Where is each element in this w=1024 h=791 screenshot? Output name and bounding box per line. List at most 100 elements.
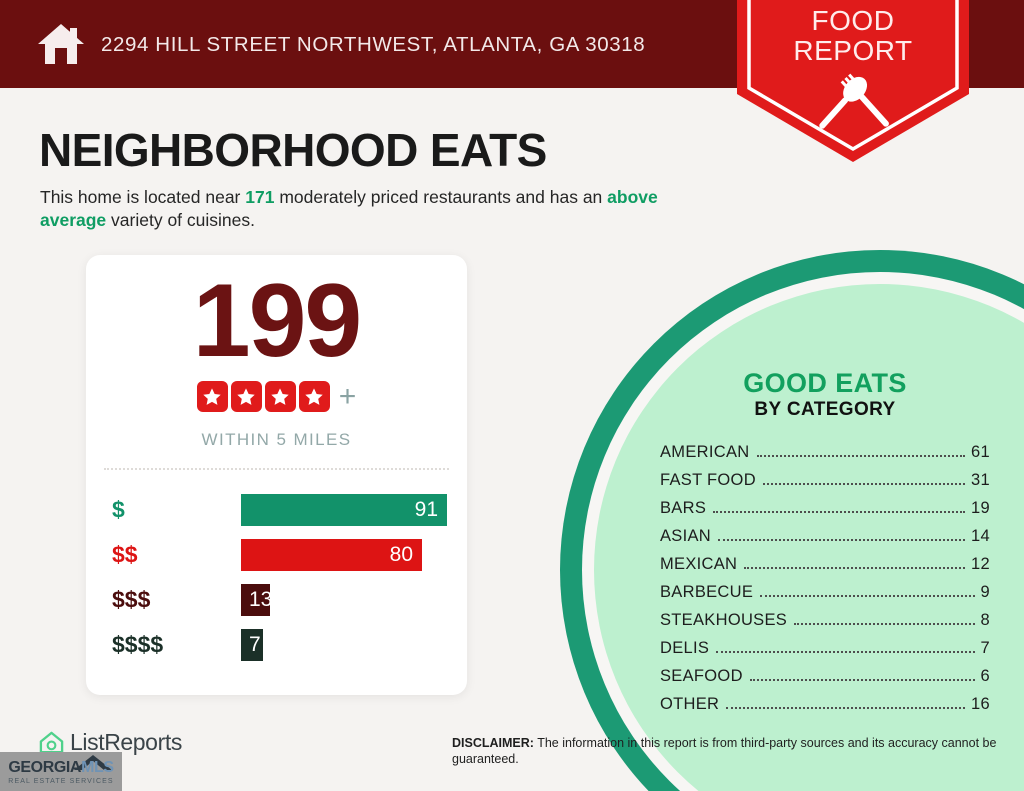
category-count: 19 [971, 499, 990, 517]
category-count: 16 [971, 695, 990, 713]
category-count: 8 [980, 611, 990, 629]
page-subtitle: This home is located near 171 moderately… [40, 186, 720, 232]
mls-roof-icon [74, 755, 112, 770]
radius-label: WITHIN 5 MILES [201, 430, 352, 449]
category-name: FAST FOOD [660, 471, 756, 489]
variety-quality: above average [40, 187, 658, 230]
georgia-text: GEORGIA [8, 759, 82, 776]
category-list: AMERICAN 61 FAST FOOD 31 BARS 19 ASIAN 14 MEXICA… [660, 443, 990, 723]
badge-shape [737, 0, 969, 162]
decorative-circle [560, 250, 1024, 791]
home-icon [38, 24, 84, 64]
badge-line-2: REPORT [793, 35, 913, 66]
star-rating: + [86, 381, 467, 412]
category-name: ASIAN [660, 527, 712, 545]
price-tier-row: $91 [86, 487, 467, 532]
category-row: FAST FOOD 31 [660, 471, 990, 499]
price-tier-track: 7 [241, 629, 447, 661]
category-row: OTHER 16 [660, 695, 990, 723]
category-count: 61 [971, 443, 990, 461]
category-name: BARBECUE [660, 583, 754, 601]
listreports-text: ListReports [70, 729, 182, 755]
price-tier-bar: 7 [241, 629, 263, 661]
price-tier-row: $$$$ 7 [86, 622, 467, 667]
price-tier-label: $$ [112, 541, 138, 567]
category-count: 7 [980, 639, 990, 657]
price-tier-label: $$$$ [112, 631, 164, 657]
category-dot-leader [726, 707, 966, 709]
property-address: 2294 HILL STREET NORTHWEST, ATLANTA, GA … [101, 33, 646, 56]
category-row: MEXICAN 12 [660, 555, 990, 583]
good-eats-panel: GOOD EATS BY CATEGORY AMERICAN 61 FAST FOO… [660, 368, 990, 723]
card-divider [104, 468, 449, 470]
mls-text: MLS [81, 759, 114, 776]
good-eats-heading: GOOD EATS [743, 368, 907, 398]
category-row: BARBECUE 9 [660, 583, 990, 611]
category-name: AMERICAN [660, 443, 750, 461]
category-dot-leader [744, 567, 966, 569]
category-dot-leader [760, 595, 975, 597]
category-name: DELIS [660, 639, 710, 657]
category-row: STEAKHOUSES 8 [660, 611, 990, 639]
restaurant-score: 199 [192, 263, 363, 379]
star-icon [264, 381, 296, 412]
price-tier-value: 80 [389, 543, 413, 566]
category-dot-leader [718, 539, 966, 541]
price-tier-track: 13 [241, 584, 447, 616]
badge-text: FOOD REPORT [727, 6, 979, 66]
category-dot-leader [749, 679, 975, 681]
subtitle-part-3: variety of cuisines. [106, 210, 255, 230]
score-card: 199 + WITHIN 5 MILES $91 $$ 80 $$$ 13 $$$$ 7 [86, 255, 467, 695]
category-row: SEAFOOD 6 [660, 667, 990, 695]
listreports-logo: ListReports [38, 729, 182, 756]
price-tier-value: 91 [414, 498, 438, 521]
price-tier-bar: 91 [241, 494, 447, 526]
category-name: STEAKHOUSES [660, 611, 788, 629]
price-tier-row: $$$ 13 [86, 577, 467, 622]
price-tier-value: 7 [249, 633, 261, 656]
restaurant-count: 171 [245, 187, 275, 207]
category-dot-leader [716, 651, 975, 653]
category-count: 6 [980, 667, 990, 685]
category-name: MEXICAN [660, 555, 738, 573]
category-row: BARS 19 [660, 499, 990, 527]
georgia-mls-watermark: GEORGIAMLS REAL ESTATE SERVICES [0, 752, 122, 791]
price-tier-bar: 80 [241, 539, 422, 571]
page-title: NEIGHBORHOOD EATS [39, 124, 547, 176]
disclaimer-label: DISCLAIMER: [452, 736, 534, 750]
georgia-mls-name: GEORGIAMLS [0, 759, 122, 777]
price-tier-value: 13 [249, 588, 273, 611]
category-dot-leader [756, 455, 966, 457]
price-tier-track: 91 [241, 494, 447, 526]
category-dot-leader [762, 483, 966, 485]
price-tier-track: 80 [241, 539, 447, 571]
food-report-badge: FOOD REPORT [727, 0, 979, 167]
plus-sign: + [338, 379, 357, 413]
star-icon [230, 381, 262, 412]
price-tier-chart: $91 $$ 80 $$$ 13 $$$$ 7 [86, 487, 467, 667]
spoon-fork-icon [819, 73, 889, 129]
category-row: AMERICAN 61 [660, 443, 990, 471]
price-tier-bar: 13 [241, 584, 273, 616]
price-tier-label: $ [112, 496, 125, 522]
category-name: SEAFOOD [660, 667, 743, 685]
category-dot-leader [713, 511, 966, 513]
subtitle-part-2: moderately priced restaurants and has an [274, 187, 608, 207]
subtitle-part-1: This home is located near [40, 187, 246, 207]
price-tier-label: $$$ [112, 586, 151, 612]
category-row: DELIS 7 [660, 639, 990, 667]
category-name: OTHER [660, 695, 720, 713]
category-count: 14 [971, 527, 990, 545]
category-name: BARS [660, 499, 707, 517]
category-dot-leader [794, 623, 975, 625]
price-tier-row: $$ 80 [86, 532, 467, 577]
star-icon [298, 381, 330, 412]
badge-line-1: FOOD [811, 5, 895, 36]
category-row: ASIAN 14 [660, 527, 990, 555]
category-count: 9 [980, 583, 990, 601]
disclaimer-text: The information in this report is from t… [452, 736, 997, 766]
georgia-mls-tagline: REAL ESTATE SERVICES [8, 778, 114, 785]
category-count: 31 [971, 471, 990, 489]
disclaimer: DISCLAIMER: The information in this repo… [452, 735, 997, 767]
